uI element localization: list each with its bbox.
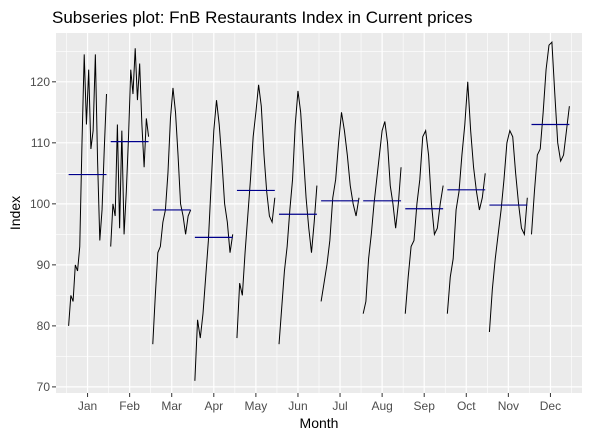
series-line-jan <box>68 54 107 326</box>
y-tick-label: 120 <box>30 75 50 89</box>
x-tick-label: Dec <box>540 399 561 413</box>
y-tick-label: 90 <box>37 258 51 272</box>
series-line-nov <box>488 129 528 333</box>
series-line-oct <box>446 81 486 314</box>
series-line-feb <box>110 48 150 247</box>
y-tick-label: 110 <box>31 136 50 150</box>
series-line-jun <box>278 90 318 345</box>
series-line-aug <box>362 121 402 314</box>
x-tick-label: Nov <box>498 399 519 413</box>
series-line-mar <box>152 87 192 345</box>
x-tick-label: Jun <box>288 399 307 413</box>
y-axis-title: Index <box>7 196 23 230</box>
x-tick-label: May <box>245 399 268 413</box>
chart-title: Subseries plot: FnB Restaurants Index in… <box>52 8 472 27</box>
x-axis-title: Month <box>300 415 339 431</box>
series-line-sep <box>404 128 444 314</box>
series-line-apr <box>194 100 234 381</box>
series-line-may <box>236 84 276 339</box>
grid-lines <box>56 33 582 393</box>
x-tick-label: Sep <box>414 399 436 413</box>
y-tick-label: 100 <box>30 197 50 211</box>
x-tick-label: Jul <box>332 399 347 413</box>
mean-lines <box>68 123 570 239</box>
x-tick-label: Oct <box>457 399 476 413</box>
y-tick-label: 70 <box>37 380 51 394</box>
x-tick-label: Aug <box>371 399 392 413</box>
x-tick-label: Jan <box>78 399 97 413</box>
x-tick-label: Mar <box>161 399 182 413</box>
x-tick-label: Apr <box>204 399 223 413</box>
series-line-dec <box>531 40 570 235</box>
y-tick-label: 80 <box>37 319 51 333</box>
axes: 70 80 90 100 110 120 Jan Feb Mar Apr May Jun Jul Aug S… <box>30 75 561 413</box>
x-tick-label: Feb <box>119 399 140 413</box>
